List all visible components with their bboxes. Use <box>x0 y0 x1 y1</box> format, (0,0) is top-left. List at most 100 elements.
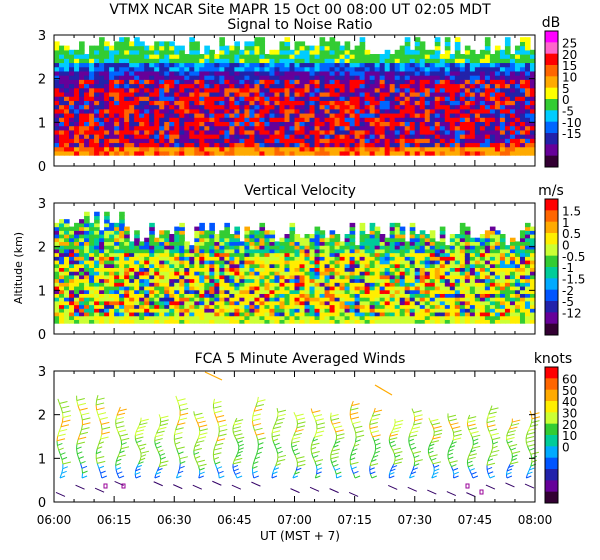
snr-cell <box>509 108 516 114</box>
velocity-cell <box>344 263 351 269</box>
snr-cell <box>374 150 381 156</box>
velocity-cell <box>439 263 446 269</box>
velocity-cell <box>394 274 401 280</box>
velocity-cell <box>194 289 200 294</box>
velocity-cell <box>164 248 170 254</box>
velocity-cell <box>254 252 261 257</box>
velocity-cell <box>254 267 261 272</box>
velocity-cell <box>149 293 155 298</box>
velocity-cell <box>254 237 261 243</box>
snr-cell <box>364 100 371 106</box>
colorbar-swatch <box>545 110 558 123</box>
velocity-cell <box>279 293 286 298</box>
snr-cell <box>394 75 401 80</box>
snr-cell <box>399 45 406 51</box>
velocity-cell <box>274 311 281 317</box>
snr-cell <box>104 146 110 152</box>
velocity-cell <box>169 282 175 287</box>
velocity-cell <box>94 297 100 302</box>
snr-cell <box>214 91 220 97</box>
snr-cell <box>519 75 526 80</box>
snr-cell <box>259 45 266 51</box>
snr-heatmap <box>54 37 536 156</box>
snr-cell <box>324 79 331 85</box>
velocity-cell <box>219 285 225 291</box>
snr-cell <box>459 138 466 144</box>
snr-cell <box>179 58 185 64</box>
velocity-cell <box>269 308 276 313</box>
velocity-cell <box>284 282 291 287</box>
velocity-cell <box>449 245 456 250</box>
snr-cell <box>59 83 65 89</box>
snr-cell <box>59 121 65 127</box>
velocity-cell <box>104 304 110 309</box>
velocity-cell <box>229 256 235 261</box>
snr-cell <box>174 142 180 148</box>
snr-cell <box>384 100 391 106</box>
velocity-cell <box>449 285 456 291</box>
velocity-cell <box>354 289 361 294</box>
velocity-cell <box>504 252 511 257</box>
snr-cell <box>104 112 110 118</box>
velocity-cell <box>274 241 281 246</box>
snr-cell <box>124 91 130 97</box>
snr-cell <box>214 100 220 106</box>
colorbar-label: -5 <box>562 104 574 118</box>
velocity-cell <box>294 282 301 287</box>
snr-cell <box>274 54 281 59</box>
snr-cell <box>264 91 271 97</box>
snr-cell <box>279 83 286 89</box>
snr-cell <box>374 87 381 93</box>
velocity-cell <box>184 285 190 291</box>
velocity-cell <box>259 304 266 309</box>
snr-cell <box>509 129 516 135</box>
snr-cell <box>89 62 95 68</box>
velocity-cell <box>89 263 95 269</box>
velocity-cell <box>489 278 496 283</box>
velocity-cell <box>449 263 456 269</box>
velocity-cell <box>499 241 506 246</box>
snr-cell <box>144 49 150 55</box>
snr-cell <box>389 138 396 144</box>
snr-cell <box>164 104 170 110</box>
velocity-cell <box>219 300 225 306</box>
snr-cell <box>529 108 536 114</box>
snr-cell <box>59 79 65 85</box>
velocity-cell <box>54 289 60 294</box>
velocity-cell <box>149 304 155 309</box>
snr-cell <box>494 62 501 68</box>
velocity-cell <box>504 300 511 306</box>
snr-cell <box>379 66 386 72</box>
velocity-cell <box>314 271 321 276</box>
snr-cell <box>524 41 531 47</box>
snr-cell <box>134 54 140 59</box>
velocity-cell <box>114 297 120 302</box>
snr-cell <box>199 79 205 85</box>
colorbar-label: 5 <box>562 82 570 96</box>
velocity-cell <box>274 304 281 309</box>
snr-cell <box>509 121 516 127</box>
snr-cell <box>104 100 110 106</box>
velocity-cell <box>284 315 291 320</box>
snr-cell <box>199 58 205 64</box>
velocity-cell <box>394 222 401 228</box>
velocity-cell <box>104 230 110 235</box>
velocity-cell <box>174 230 180 235</box>
velocity-cell <box>169 308 175 313</box>
velocity-cell <box>494 256 501 261</box>
velocity-cell <box>249 300 256 306</box>
velocity-cell <box>369 304 376 309</box>
velocity-cell <box>139 245 145 250</box>
velocity-cell <box>234 226 240 231</box>
velocity-cell <box>364 263 371 269</box>
snr-cell <box>409 75 416 80</box>
snr-cell <box>114 49 120 55</box>
snr-cell <box>399 87 406 93</box>
velocity-cell <box>159 230 165 235</box>
snr-cell <box>189 125 195 131</box>
velocity-cell <box>129 263 135 269</box>
velocity-cell <box>279 245 286 250</box>
snr-cell <box>79 62 85 68</box>
snr-cell <box>234 75 240 80</box>
velocity-cell <box>304 311 311 317</box>
